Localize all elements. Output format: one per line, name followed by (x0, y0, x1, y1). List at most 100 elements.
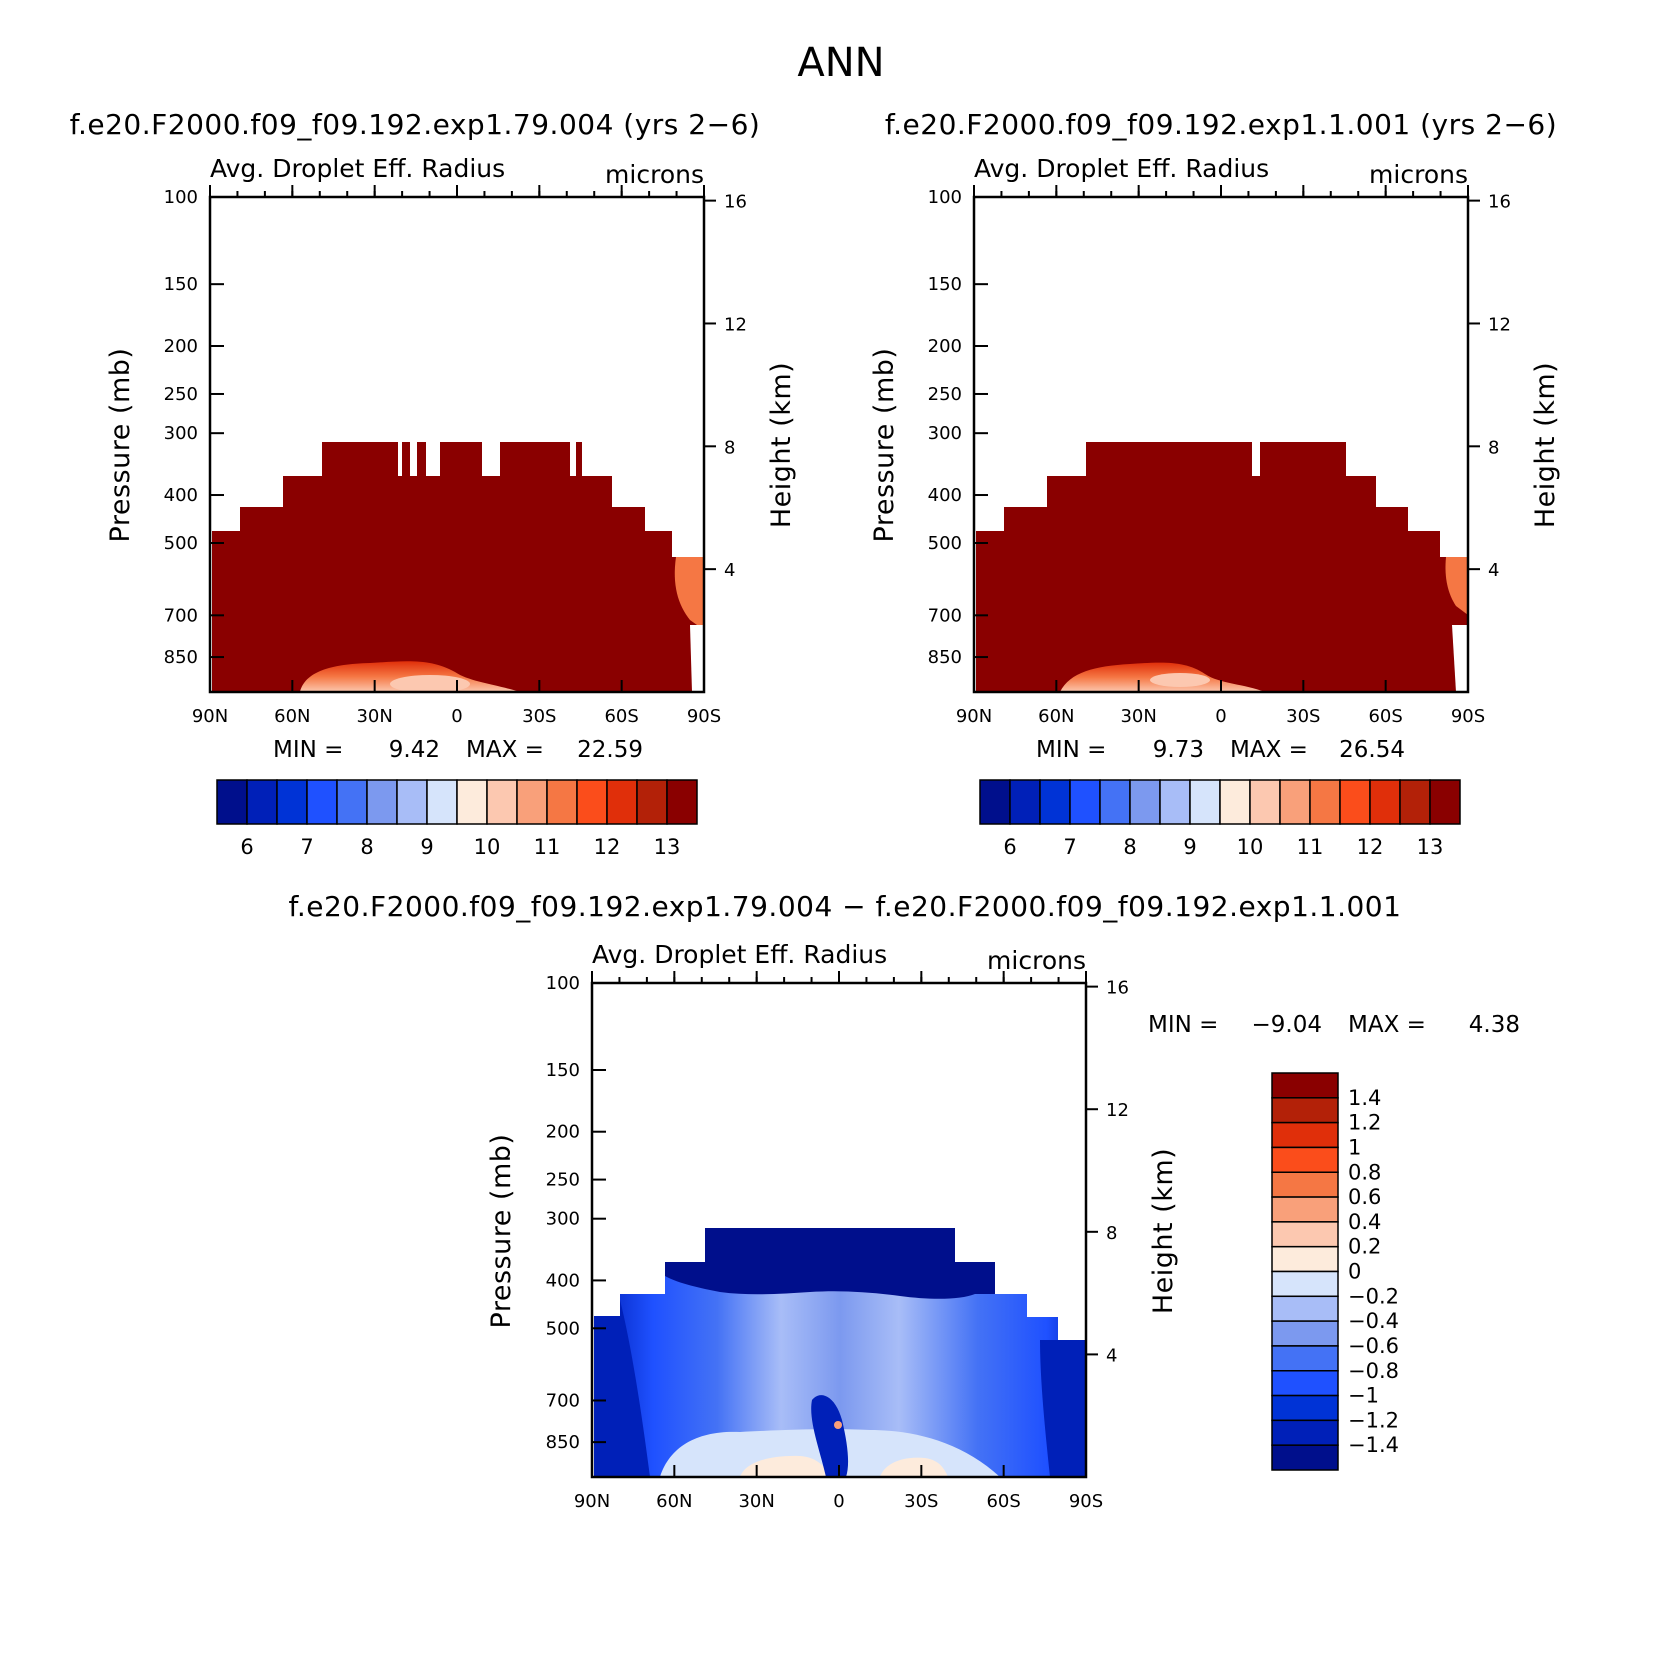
left-pressure-label: 400 (164, 485, 198, 506)
right-min-label: MIN = (1036, 737, 1106, 763)
right-surface-light (1150, 673, 1210, 687)
left-max-label: MAX = (466, 737, 544, 763)
left-colorbar-label: 10 (474, 835, 501, 859)
diff-colorbar-swatch (1271, 1121, 1339, 1149)
diff-colorbar-swatch (1271, 1419, 1339, 1446)
diff-min-value: −9.04 (1252, 1012, 1322, 1038)
right-cloud-field (976, 442, 1468, 692)
right-lat-label: 30N (1120, 706, 1156, 727)
right-case-title: f.e20.F2000.f09_f09.192.exp1.1.001 (yrs … (885, 108, 1557, 141)
right-colorbar-swatch (1159, 779, 1191, 825)
left-y-axis-label: Pressure (mb) (105, 348, 136, 543)
diff-colorbar-swatch (1271, 1370, 1339, 1397)
left-pressure-label: 100 (164, 187, 198, 208)
diff-colorbar-label: −0.4 (1348, 1309, 1399, 1333)
left-min-label: MIN = (273, 737, 343, 763)
diff-colorbar-label: 1.2 (1348, 1111, 1381, 1135)
diff-colorbar-swatch (1271, 1295, 1339, 1322)
left-colorbar-label: 6 (240, 835, 253, 859)
diff-height-label: 16 (1106, 978, 1129, 999)
right-panel: f.e20.F2000.f09_f09.192.exp1.1.001 (yrs … (869, 108, 1561, 859)
left-pressure-label: 250 (164, 384, 198, 405)
diff-pressure-label: 200 (546, 1122, 580, 1143)
left-colorbar-swatch (606, 779, 638, 825)
diff-colorbar-swatch (1271, 1221, 1339, 1248)
right-colorbar-swatch (1189, 779, 1221, 825)
left-pressure-label: 850 (164, 647, 198, 668)
diff-colorbar-swatch (1271, 1196, 1339, 1223)
right-min-value: 9.73 (1153, 737, 1204, 763)
left-colorbar-label: 11 (534, 835, 561, 859)
left-colorbar-swatch (306, 779, 338, 825)
diff-pressure-label: 400 (546, 1270, 580, 1291)
diff-colorbar-swatch (1271, 1146, 1339, 1173)
right-pressure-label: 850 (928, 647, 962, 668)
diff-colorbar-swatch (1271, 1320, 1339, 1347)
diff-colorbar-swatch (1271, 1270, 1339, 1298)
right-height-label: 4 (1488, 560, 1499, 581)
left-cloud-field (212, 442, 704, 692)
diff-colorbar-label: −1.2 (1348, 1408, 1399, 1432)
diff-colorbar-label: −1 (1348, 1384, 1379, 1408)
diff-pressure-label: 500 (546, 1318, 580, 1339)
right-colorbar-swatch (1219, 779, 1251, 825)
diff-lat-label: 90N (574, 1491, 610, 1512)
diff-pressure-label: 250 (546, 1170, 580, 1191)
left-colorbar-swatch (636, 779, 668, 825)
right-y-axis-label: Pressure (mb) (869, 348, 900, 543)
right-colorbar-swatch (1249, 779, 1281, 825)
diff-colorbar-label: 0.8 (1348, 1160, 1381, 1184)
left-colorbar-swatch (366, 779, 398, 825)
left-panel: f.e20.F2000.f09_f09.192.exp1.79.004 (yrs… (70, 108, 797, 859)
left-lat-label: 0 (451, 706, 462, 727)
right-pressure-label: 500 (928, 533, 962, 554)
left-lat-label: 30S (522, 706, 556, 727)
right-pressure-label: 200 (928, 336, 962, 357)
left-height-label: 8 (724, 437, 735, 458)
right-pressure-label: 400 (928, 485, 962, 506)
left-y-right-axis-label: Height (km) (766, 362, 797, 528)
diff-y-right-axis-label: Height (km) (1148, 1148, 1179, 1314)
diff-pressure-label: 300 (546, 1209, 580, 1230)
left-south-edge (690, 625, 704, 692)
diff-colorbar-swatch (1271, 1345, 1339, 1372)
diff-surface-pos-2 (880, 1457, 948, 1477)
left-colorbar-swatch (216, 779, 248, 825)
left-axis-ticks: 100 150 200 250 300 400 500 700 850 16 12 8 4 90N 60N 3… (164, 185, 747, 727)
left-max-value: 22.59 (577, 737, 643, 763)
diff-height-label: 4 (1106, 1345, 1117, 1366)
diff-south-dark (1040, 1340, 1086, 1477)
diff-pressure-label: 100 (546, 973, 580, 994)
left-colorbar-swatch (426, 779, 458, 825)
diff-lat-label: 30N (738, 1491, 774, 1512)
diff-upper-dark (665, 1228, 995, 1299)
diff-pressure-label: 700 (546, 1390, 580, 1411)
diff-colorbar-swatch (1271, 1171, 1339, 1198)
right-pressure-label: 700 (928, 605, 962, 626)
left-variable-label: Avg. Droplet Eff. Radius (210, 154, 505, 183)
left-pressure-label: 300 (164, 423, 198, 444)
right-variable-label: Avg. Droplet Eff. Radius (974, 154, 1269, 183)
right-colorbar-swatch (1069, 779, 1101, 825)
right-south-warm (1445, 557, 1468, 615)
right-pressure-label: 300 (928, 423, 962, 444)
left-height-label: 4 (724, 560, 735, 581)
left-pressure-label: 700 (164, 605, 198, 626)
left-case-title: f.e20.F2000.f09_f09.192.exp1.79.004 (yrs… (70, 108, 761, 141)
diff-height-label: 8 (1106, 1223, 1117, 1244)
diff-equator-dark (811, 1395, 849, 1477)
right-colorbar-swatch (1279, 779, 1311, 825)
diff-colorbar-label: −0.8 (1348, 1359, 1399, 1383)
diff-lat-label: 60N (656, 1491, 692, 1512)
right-colorbar-label: 7 (1063, 835, 1076, 859)
left-colorbar: 6 7 8 9 10 11 12 13 (216, 779, 698, 859)
right-colorbar-label: 13 (1417, 835, 1444, 859)
diff-colorbar-label: 0.2 (1348, 1235, 1381, 1259)
left-min-value: 9.42 (389, 737, 440, 763)
diff-pressure-label: 850 (546, 1432, 580, 1453)
right-lat-label: 60S (1368, 706, 1402, 727)
left-lat-label: 90S (687, 706, 721, 727)
right-colorbar-swatch (979, 779, 1011, 825)
left-south-warm (674, 557, 704, 630)
